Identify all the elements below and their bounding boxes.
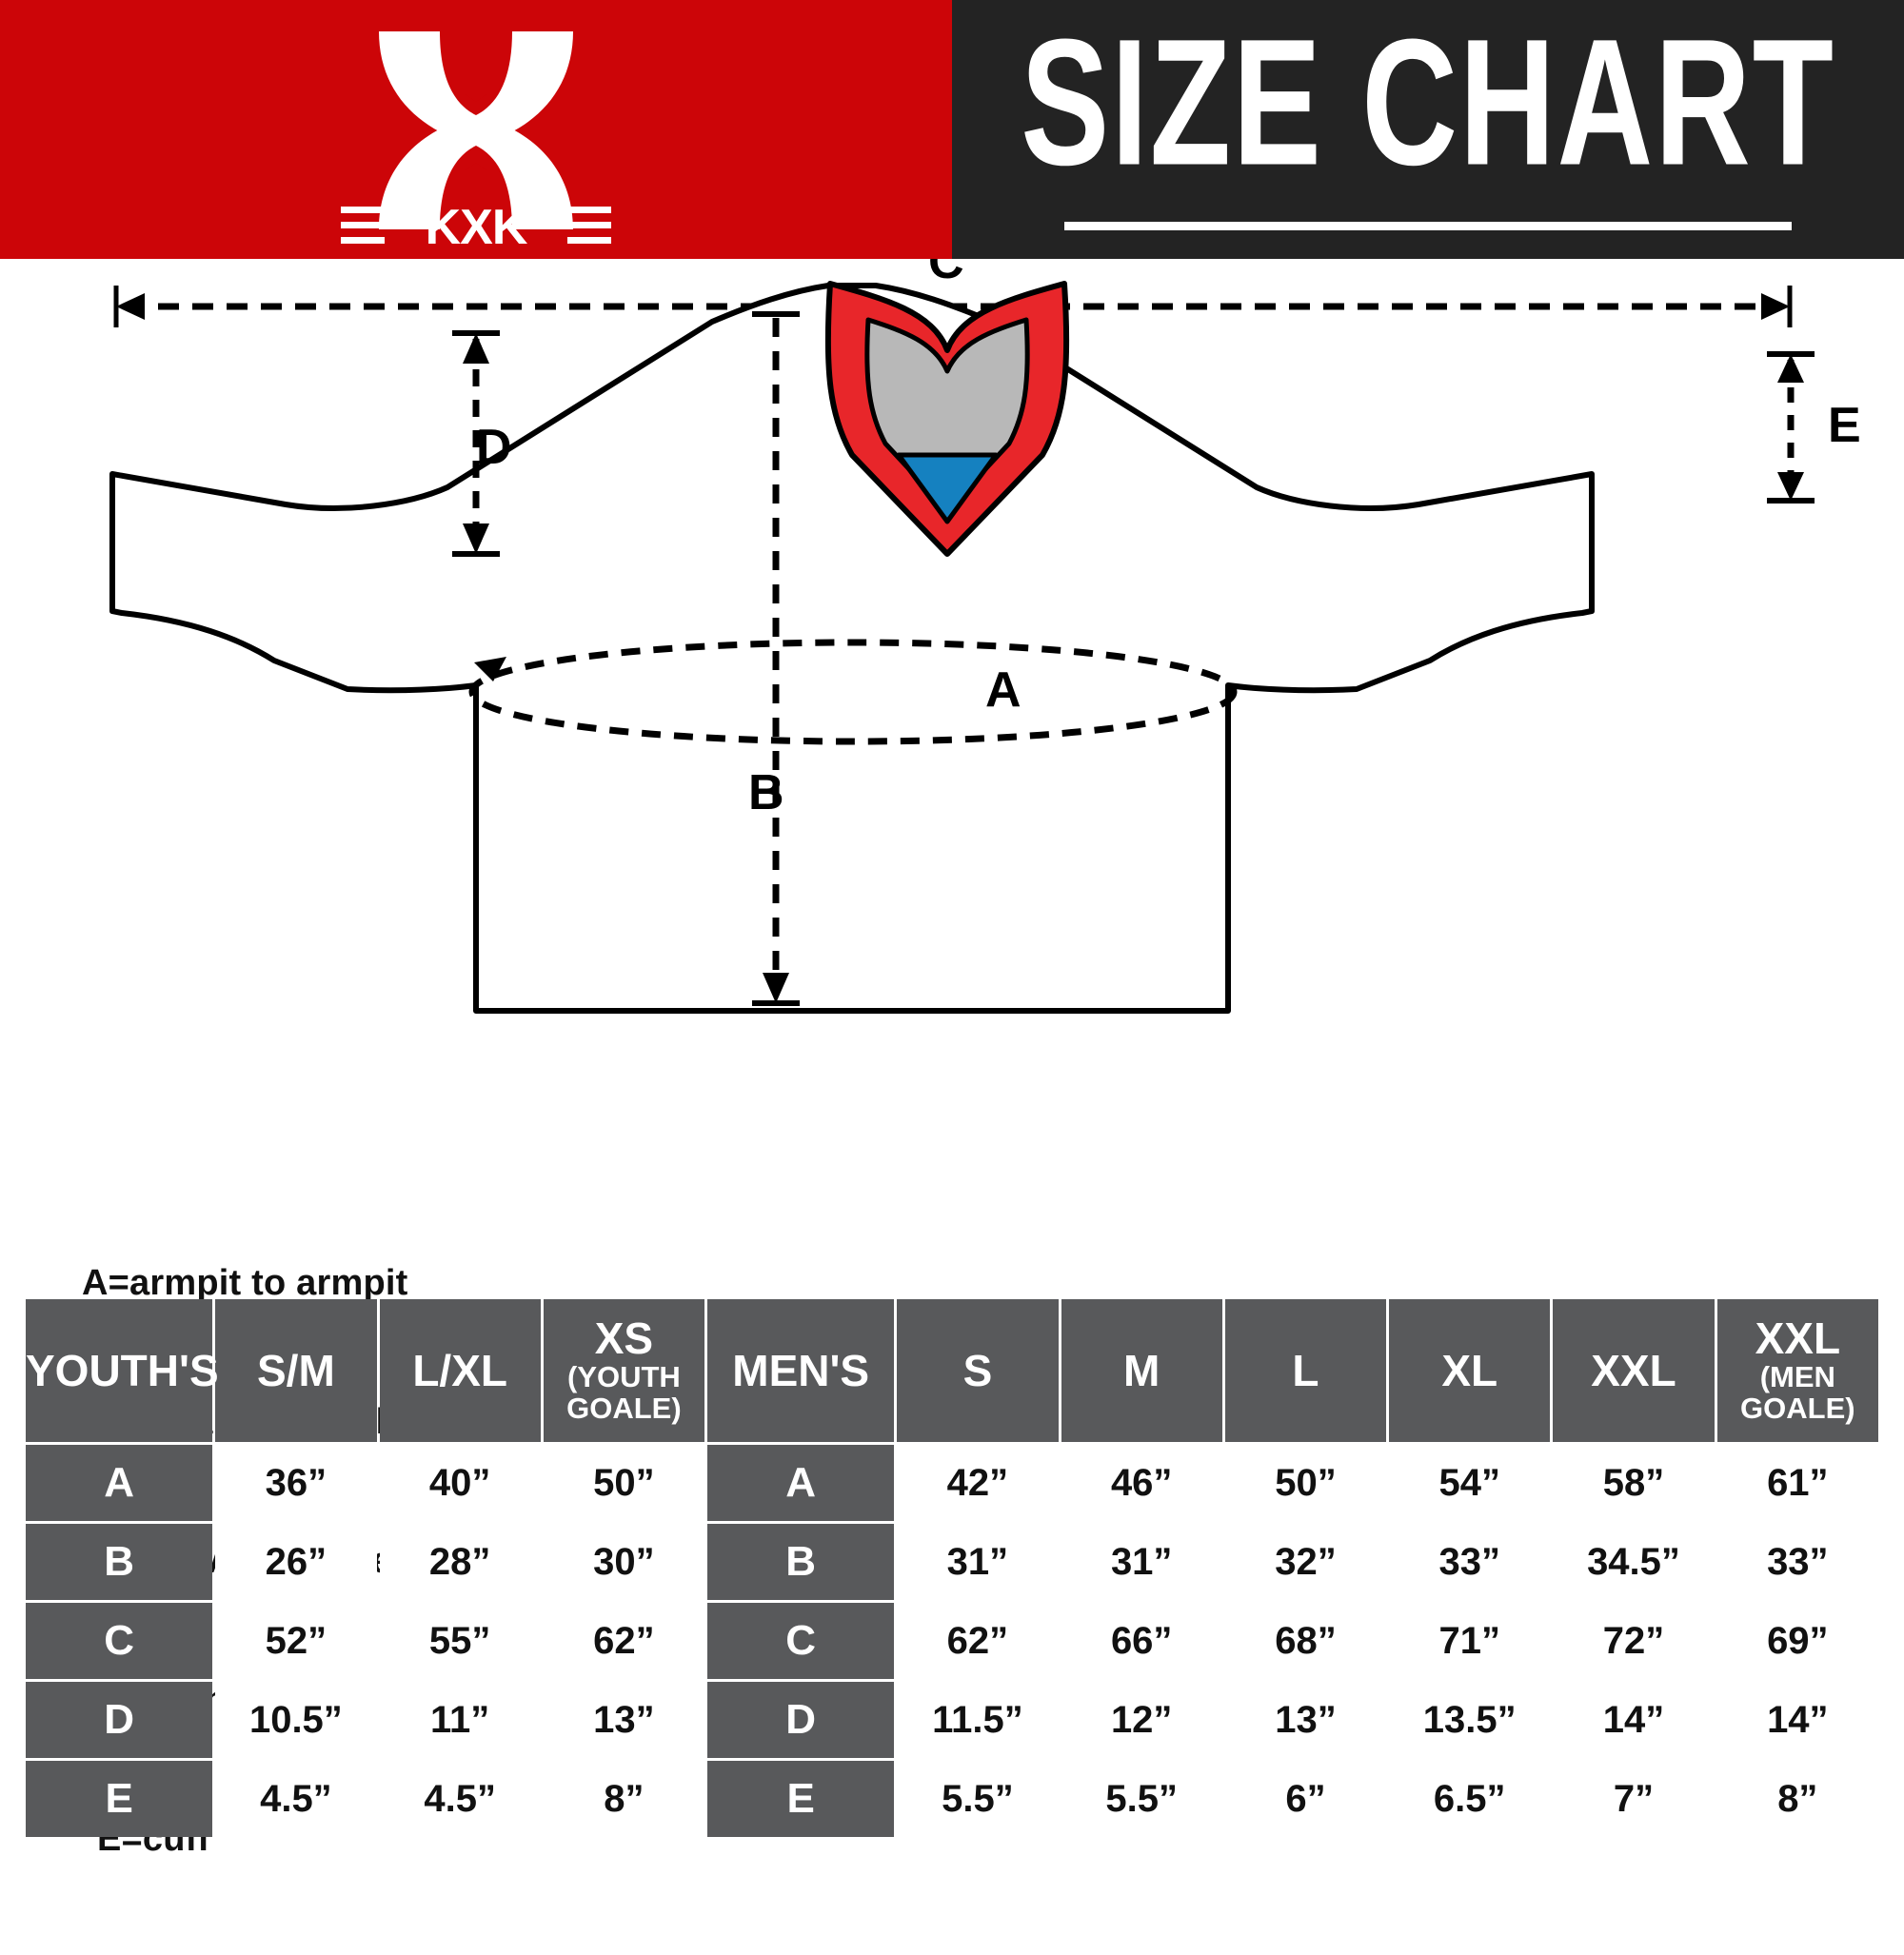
table-row: B 26” 28” 30” B 31” 31” 32” 33” 34.5” 33… xyxy=(26,1524,1878,1600)
header-mens-col-0: S xyxy=(897,1299,1059,1442)
cell-mens-a-3: 54” xyxy=(1389,1445,1551,1521)
cell-youth-c-1: 55” xyxy=(379,1603,541,1679)
row-label-youth-b: B xyxy=(26,1524,213,1600)
cell-mens-c-4: 72” xyxy=(1553,1603,1715,1679)
cell-youth-a-1: 40” xyxy=(379,1445,541,1521)
cell-mens-b-0: 31” xyxy=(897,1524,1059,1600)
page-header: KXK SIZE CHART xyxy=(0,0,1904,259)
title-panel: SIZE CHART xyxy=(952,0,1904,259)
header-youth-col-1: L/XL xyxy=(379,1299,541,1442)
page-title: SIZE CHART xyxy=(1021,1,1835,204)
kxk-logo-mark xyxy=(379,31,573,229)
jersey-outline xyxy=(109,283,1595,1014)
cell-mens-d-1: 12” xyxy=(1061,1682,1222,1758)
brand-panel: KXK xyxy=(0,0,952,259)
svg-text:KXK: KXK xyxy=(426,201,528,250)
measure-a-ellipse: A xyxy=(468,639,1238,745)
table-row: D 10.5” 11” 13” D 11.5” 12” 13” 13.5” 14… xyxy=(26,1682,1878,1758)
cell-mens-a-4: 58” xyxy=(1553,1445,1715,1521)
cell-mens-e-0: 5.5” xyxy=(897,1761,1059,1837)
header-mens-col-2: L xyxy=(1224,1299,1387,1442)
measure-e-arrow: E xyxy=(1767,351,1861,504)
jersey-diagram: A B D E C xyxy=(0,259,1904,1859)
measure-d-label: D xyxy=(476,420,512,475)
header-youth-col-2: XS (YOUTH GOALE) xyxy=(543,1299,705,1442)
cell-mens-a-2: 50” xyxy=(1224,1445,1387,1521)
cell-mens-a-5: 61” xyxy=(1716,1445,1878,1521)
row-label-youth-a: A xyxy=(26,1445,213,1521)
cell-mens-b-3: 33” xyxy=(1389,1524,1551,1600)
cell-youth-d-2: 13” xyxy=(543,1682,705,1758)
table-row: E 4.5” 4.5” 8” E 5.5” 5.5” 6” 6.5” 7” 8” xyxy=(26,1761,1878,1837)
row-label-mens-c: C xyxy=(707,1603,895,1679)
header-mens-col-1: M xyxy=(1061,1299,1222,1442)
cell-mens-d-5: 14” xyxy=(1716,1682,1878,1758)
cell-mens-e-1: 5.5” xyxy=(1061,1761,1222,1837)
header-mens-col-5: XXL (MEN GOALE) xyxy=(1716,1299,1878,1442)
header-mens-col-4: XXL xyxy=(1553,1299,1715,1442)
cell-mens-c-1: 66” xyxy=(1061,1603,1222,1679)
size-table: YOUTH'S S/M L/XL XS (YOUTH GOALE) MEN'S … xyxy=(23,1296,1881,1840)
header-mens: MEN'S xyxy=(707,1299,895,1442)
cell-youth-c-2: 62” xyxy=(543,1603,705,1679)
kxk-logo: KXK xyxy=(333,20,619,250)
cell-youth-e-2: 8” xyxy=(543,1761,705,1837)
cell-mens-d-3: 13.5” xyxy=(1389,1682,1551,1758)
header-mens-label: MEN'S xyxy=(732,1346,870,1395)
cell-mens-a-1: 46” xyxy=(1061,1445,1222,1521)
cell-youth-d-1: 11” xyxy=(379,1682,541,1758)
header-youths: YOUTH'S xyxy=(26,1299,219,1442)
header-youths-label: YOUTH'S xyxy=(26,1346,219,1395)
cell-mens-e-3: 6.5” xyxy=(1389,1761,1551,1837)
cell-youth-b-1: 28” xyxy=(379,1524,541,1600)
cell-youth-c-0: 52” xyxy=(215,1603,377,1679)
cell-youth-a-2: 50” xyxy=(543,1445,705,1521)
legend-line-a: A=armpit to armpit xyxy=(82,1263,408,1304)
cell-mens-e-2: 6” xyxy=(1224,1761,1387,1837)
row-label-mens-e: E xyxy=(707,1761,895,1837)
cell-youth-b-2: 30” xyxy=(543,1524,705,1600)
cell-mens-c-2: 68” xyxy=(1224,1603,1387,1679)
measure-e-label: E xyxy=(1828,398,1861,453)
cell-mens-c-0: 62” xyxy=(897,1603,1059,1679)
header-mens-col-3: XL xyxy=(1389,1299,1551,1442)
cell-youth-b-0: 26” xyxy=(215,1524,377,1600)
table-row: A 36” 40” 50” A 42” 46” 50” 54” 58” 61” xyxy=(26,1445,1878,1521)
cell-mens-e-5: 8” xyxy=(1716,1761,1878,1837)
cell-mens-c-5: 69” xyxy=(1716,1603,1878,1679)
table-header-row: YOUTH'S S/M L/XL XS (YOUTH GOALE) MEN'S … xyxy=(26,1299,1878,1442)
cell-youth-e-1: 4.5” xyxy=(379,1761,541,1837)
cell-youth-e-0: 4.5” xyxy=(215,1761,377,1837)
jersey-collar xyxy=(824,281,1070,557)
cell-mens-b-5: 33” xyxy=(1716,1524,1878,1600)
row-label-mens-d: D xyxy=(707,1682,895,1758)
cell-youth-a-0: 36” xyxy=(215,1445,377,1521)
row-label-mens-a: A xyxy=(707,1445,895,1521)
header-youth-col-0: S/M xyxy=(215,1299,377,1442)
row-label-youth-c: C xyxy=(26,1603,213,1679)
measure-a-label: A xyxy=(985,662,1021,718)
table-row: C 52” 55” 62” C 62” 66” 68” 71” 72” 69” xyxy=(26,1603,1878,1679)
size-table-container: YOUTH'S S/M L/XL XS (YOUTH GOALE) MEN'S … xyxy=(23,1296,1881,1840)
cell-mens-b-4: 34.5” xyxy=(1553,1524,1715,1600)
row-label-mens-b: B xyxy=(707,1524,895,1600)
measure-b-arrow: B xyxy=(748,311,800,1006)
cell-mens-c-3: 71” xyxy=(1389,1603,1551,1679)
cell-youth-d-0: 10.5” xyxy=(215,1682,377,1758)
cell-mens-b-2: 32” xyxy=(1224,1524,1387,1600)
kxk-wordmark: KXK xyxy=(341,201,611,250)
cell-mens-b-1: 31” xyxy=(1061,1524,1222,1600)
cell-mens-d-0: 11.5” xyxy=(897,1682,1059,1758)
measure-d-arrow: D xyxy=(452,330,512,557)
cell-mens-d-2: 13” xyxy=(1224,1682,1387,1758)
measure-b-label: B xyxy=(748,765,784,820)
row-label-youth-d: D xyxy=(26,1682,213,1758)
row-label-youth-e: E xyxy=(26,1761,213,1837)
title-underline xyxy=(1064,221,1792,230)
cell-mens-e-4: 7” xyxy=(1553,1761,1715,1837)
measure-c-label: C xyxy=(928,259,964,289)
cell-mens-a-0: 42” xyxy=(897,1445,1059,1521)
jersey-illustration: A B D E C xyxy=(109,259,1861,1014)
cell-mens-d-4: 14” xyxy=(1553,1682,1715,1758)
